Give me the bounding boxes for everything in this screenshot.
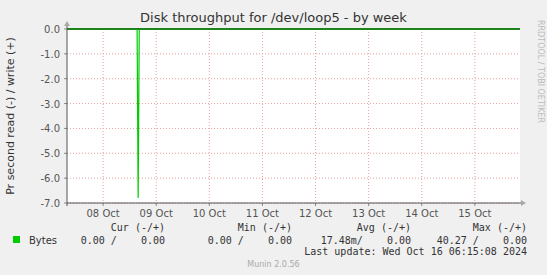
side-text: RRDTOOL / TOBI OETIKER <box>536 20 545 123</box>
background <box>0 0 547 275</box>
tick-label: -5.0 <box>40 148 60 159</box>
legend-label: Bytes <box>29 235 57 246</box>
grid-line <box>421 29 422 203</box>
y-axis-label: Pr second read (-) / write (+) <box>4 37 17 195</box>
tick-label: 13 Oct <box>352 208 385 219</box>
tick-label: 12 Oct <box>299 208 332 219</box>
tick-label: -6.0 <box>40 173 60 184</box>
tick-label: 10 Oct <box>193 208 226 219</box>
plot-area <box>67 29 520 203</box>
grid-line <box>67 178 520 179</box>
series-group <box>67 29 520 198</box>
tick-label: 11 Oct <box>246 208 279 219</box>
stat-header: Max (-/+) <box>473 222 527 233</box>
y-axis <box>67 25 68 206</box>
grid-line <box>67 103 520 104</box>
tick-label: -4.0 <box>40 123 60 134</box>
tick-label: -3.0 <box>40 99 60 110</box>
stat-value: 0.00 / 0.00 <box>208 235 292 246</box>
stat-header: Cur (-/+) <box>111 222 165 233</box>
grid-line <box>209 29 210 203</box>
grid-line <box>67 78 520 79</box>
y-arrow <box>64 21 70 26</box>
tick-label: -7.0 <box>40 198 60 209</box>
stat-header: Avg (-/+) <box>357 222 411 233</box>
series-line <box>67 29 520 198</box>
legend-swatch <box>13 236 20 243</box>
stat-value: 0.00 / 0.00 <box>81 235 165 246</box>
grid-line <box>67 153 520 154</box>
chart: Disk throughput for /dev/loop5 - by week… <box>0 0 547 275</box>
tick-label: -1.0 <box>40 49 60 60</box>
stat-value: 40.27 / 0.00 <box>437 235 527 246</box>
grid-line <box>103 29 104 203</box>
title: Disk throughput for /dev/loop5 - by week <box>140 10 407 25</box>
x-arrow <box>521 200 526 206</box>
grid-line <box>156 29 157 203</box>
grid-line <box>474 29 475 203</box>
x-axis <box>67 203 522 204</box>
stat-value: 17.48m/ 0.00 <box>321 235 411 246</box>
stat-header: Min (-/+) <box>238 222 292 233</box>
version: Munin 2.0.56 <box>247 260 299 269</box>
grid-line <box>368 29 369 203</box>
grid-line <box>315 29 316 203</box>
grid-line <box>262 29 263 203</box>
grid-line <box>67 53 520 54</box>
tick-label: 08 Oct <box>87 208 120 219</box>
footer: Last update: Wed Oct 16 06:15:08 2024 <box>304 246 527 257</box>
tick-label: 0.0 <box>44 24 60 35</box>
tick-label: 09 Oct <box>140 208 173 219</box>
tick-label: 15 Oct <box>458 208 491 219</box>
tick-label: 14 Oct <box>405 208 438 219</box>
tick-label: -2.0 <box>40 74 60 85</box>
grid-line <box>67 128 520 129</box>
